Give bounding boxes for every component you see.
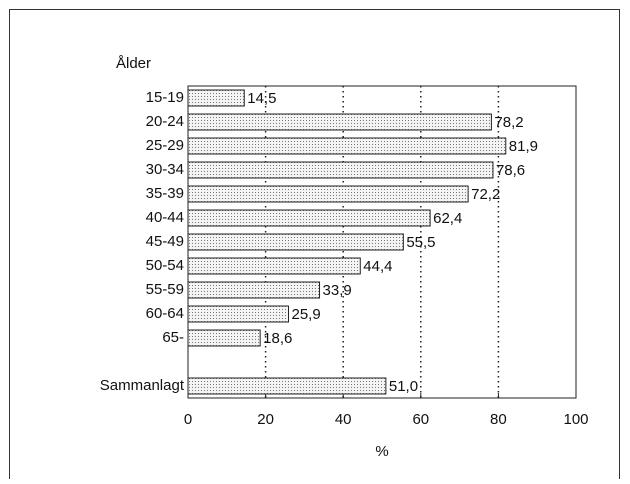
bar bbox=[187, 281, 321, 299]
bar bbox=[187, 209, 431, 227]
value-label: 25,9 bbox=[291, 306, 320, 323]
y-tick-label: 50-54 bbox=[146, 257, 184, 274]
frame bbox=[9, 9, 620, 479]
value-label: 81,9 bbox=[509, 138, 538, 155]
bar bbox=[187, 377, 387, 395]
x-tick-label: 0 bbox=[184, 411, 192, 428]
x-tick-label: 60 bbox=[412, 411, 429, 428]
value-label: 62,4 bbox=[433, 210, 462, 227]
x-tick-label: 100 bbox=[563, 411, 588, 428]
y-tick-label: 65- bbox=[162, 329, 184, 346]
value-label: 18,6 bbox=[263, 330, 292, 347]
y-tick-label: Sammanlagt bbox=[100, 377, 185, 394]
y-tick-label: 40-44 bbox=[146, 209, 184, 226]
value-label: 51,0 bbox=[389, 378, 418, 395]
value-label: 78,6 bbox=[496, 162, 525, 179]
value-label: 33,9 bbox=[323, 282, 352, 299]
x-axis-label: % bbox=[375, 443, 388, 460]
bar bbox=[187, 89, 245, 107]
y-tick-label: 20-24 bbox=[146, 113, 184, 130]
value-label: 14,5 bbox=[247, 90, 276, 107]
bar bbox=[187, 257, 361, 275]
y-tick-label: 60-64 bbox=[146, 305, 184, 322]
category-axis-label: Ålder bbox=[116, 55, 151, 72]
bar bbox=[187, 233, 404, 251]
value-label: 78,2 bbox=[494, 114, 523, 131]
x-tick-label: 20 bbox=[257, 411, 274, 428]
value-label: 44,4 bbox=[363, 258, 392, 275]
x-tick-label: 80 bbox=[490, 411, 507, 428]
bar bbox=[187, 161, 494, 179]
bar bbox=[187, 137, 507, 155]
y-tick-label: 25-29 bbox=[146, 137, 184, 154]
value-label: 72,2 bbox=[471, 186, 500, 203]
y-tick-label: 30-34 bbox=[146, 161, 184, 178]
y-tick-label: 15-19 bbox=[146, 89, 184, 106]
y-tick-label: 35-39 bbox=[146, 185, 184, 202]
y-tick-label: 45-49 bbox=[146, 233, 184, 250]
bar bbox=[187, 305, 289, 323]
y-tick-label: 55-59 bbox=[146, 281, 184, 298]
x-tick-label: 40 bbox=[335, 411, 352, 428]
bar bbox=[187, 113, 492, 131]
bar bbox=[187, 329, 261, 347]
bar bbox=[187, 185, 469, 203]
value-label: 55,5 bbox=[406, 234, 435, 251]
